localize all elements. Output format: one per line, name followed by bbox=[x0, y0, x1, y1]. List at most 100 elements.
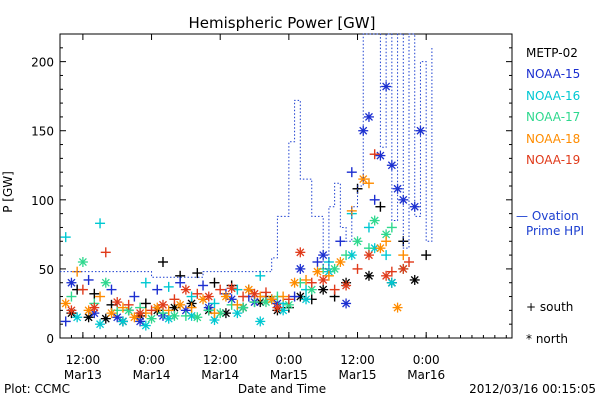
data-point-south bbox=[60, 316, 71, 327]
data-point-south bbox=[386, 222, 397, 233]
legend-noaa19: NOAA-19 bbox=[526, 153, 580, 167]
marker-stroke bbox=[296, 292, 305, 301]
data-point-south bbox=[152, 284, 163, 295]
data-point-south bbox=[232, 284, 243, 295]
data-point-south bbox=[283, 294, 294, 305]
data-point-south bbox=[260, 287, 271, 298]
marker-stroke bbox=[319, 275, 328, 284]
data-point-north bbox=[415, 125, 426, 136]
marker-stroke bbox=[136, 309, 145, 318]
marker-stroke bbox=[250, 289, 259, 298]
marker-stroke bbox=[141, 321, 150, 330]
marker-stroke bbox=[118, 317, 127, 326]
data-point-north bbox=[329, 263, 340, 274]
marker-stroke bbox=[313, 267, 322, 276]
marker-stroke bbox=[124, 306, 133, 315]
data-point-north bbox=[100, 277, 111, 288]
data-point-north bbox=[266, 294, 277, 305]
data-point-south bbox=[238, 291, 249, 302]
data-point-north bbox=[83, 312, 94, 323]
data-point-north bbox=[341, 298, 352, 309]
data-point-north bbox=[215, 308, 226, 319]
data-point-north bbox=[341, 280, 352, 291]
x-tick-label-time: 0:00 bbox=[138, 353, 165, 367]
legend-noaa16: NOAA-16 bbox=[526, 89, 580, 103]
marker-stroke bbox=[336, 258, 345, 266]
data-point-north bbox=[238, 302, 249, 313]
marker-stroke bbox=[187, 311, 196, 320]
data-point-north bbox=[95, 319, 106, 330]
data-point-north bbox=[375, 150, 386, 161]
series-line-ovation bbox=[60, 33, 433, 278]
data-point-north bbox=[295, 263, 306, 274]
data-point-south bbox=[381, 250, 392, 261]
legend-noaa18: NOAA-18 bbox=[526, 132, 580, 146]
data-point-south bbox=[352, 263, 363, 274]
x-tick-label-date: Mar14 bbox=[133, 368, 171, 382]
data-point-south bbox=[186, 302, 197, 313]
data-point-south bbox=[203, 305, 214, 316]
marker-stroke bbox=[158, 300, 167, 309]
marker-stroke bbox=[416, 126, 425, 135]
x-tick-label-time: 0:00 bbox=[413, 353, 440, 367]
data-point-north bbox=[352, 236, 363, 247]
marker-stroke bbox=[181, 285, 190, 294]
data-point-south bbox=[95, 218, 106, 229]
marker-stroke bbox=[376, 244, 385, 253]
data-point-north bbox=[289, 277, 300, 288]
data-point-north bbox=[89, 302, 100, 313]
data-point-south bbox=[192, 268, 203, 279]
y-tick-label: 200 bbox=[31, 56, 54, 70]
data-point-south bbox=[146, 305, 157, 316]
data-point-north bbox=[77, 257, 88, 267]
marker-stroke bbox=[267, 295, 276, 304]
marker-stroke bbox=[239, 303, 248, 312]
data-point-north bbox=[66, 277, 77, 288]
data-point-south bbox=[77, 284, 88, 295]
x-tick-label-date: Mar15 bbox=[339, 368, 377, 382]
data-point-south bbox=[289, 291, 300, 302]
marker-stroke bbox=[96, 320, 105, 329]
data-point-south bbox=[198, 280, 209, 291]
legend-ovation-line2: Prime HPI bbox=[526, 224, 584, 238]
marker-stroke bbox=[193, 313, 202, 322]
data-point-north bbox=[398, 263, 409, 274]
data-point-south bbox=[341, 250, 352, 261]
data-point-south bbox=[335, 236, 346, 247]
marker-stroke bbox=[101, 278, 110, 287]
marker-stroke bbox=[296, 264, 305, 273]
marker-stroke bbox=[364, 271, 373, 280]
data-point-south bbox=[66, 291, 77, 302]
x-tick-label-time: 12:00 bbox=[203, 353, 238, 367]
legend-north: * north bbox=[526, 332, 568, 346]
data-point-north bbox=[106, 308, 117, 319]
data-point-north bbox=[295, 247, 306, 258]
data-point-north bbox=[335, 257, 346, 267]
marker-stroke bbox=[382, 82, 391, 91]
data-point-north bbox=[226, 283, 237, 294]
x-axis-label: Date and Time bbox=[238, 382, 326, 396]
data-point-north bbox=[72, 312, 83, 323]
marker-stroke bbox=[256, 317, 265, 326]
data-point-north bbox=[192, 312, 203, 323]
marker-stroke bbox=[221, 292, 230, 301]
data-point-south bbox=[140, 298, 151, 309]
data-point-south bbox=[192, 288, 203, 299]
data-point-south bbox=[312, 257, 323, 267]
data-point-north bbox=[220, 291, 231, 302]
data-point-south bbox=[306, 277, 317, 288]
legend-south: + south bbox=[526, 300, 573, 314]
data-point-south bbox=[60, 232, 71, 243]
data-point-south bbox=[369, 194, 380, 205]
data-point-south bbox=[232, 299, 243, 310]
marker-stroke bbox=[296, 248, 305, 257]
data-point-north bbox=[301, 294, 312, 305]
marker-stroke bbox=[353, 237, 362, 246]
data-point-south bbox=[186, 291, 197, 302]
marker-stroke bbox=[204, 292, 213, 301]
data-point-south bbox=[398, 250, 409, 261]
marker-stroke bbox=[393, 303, 402, 312]
data-point-south bbox=[215, 284, 226, 295]
marker-stroke bbox=[399, 264, 408, 273]
